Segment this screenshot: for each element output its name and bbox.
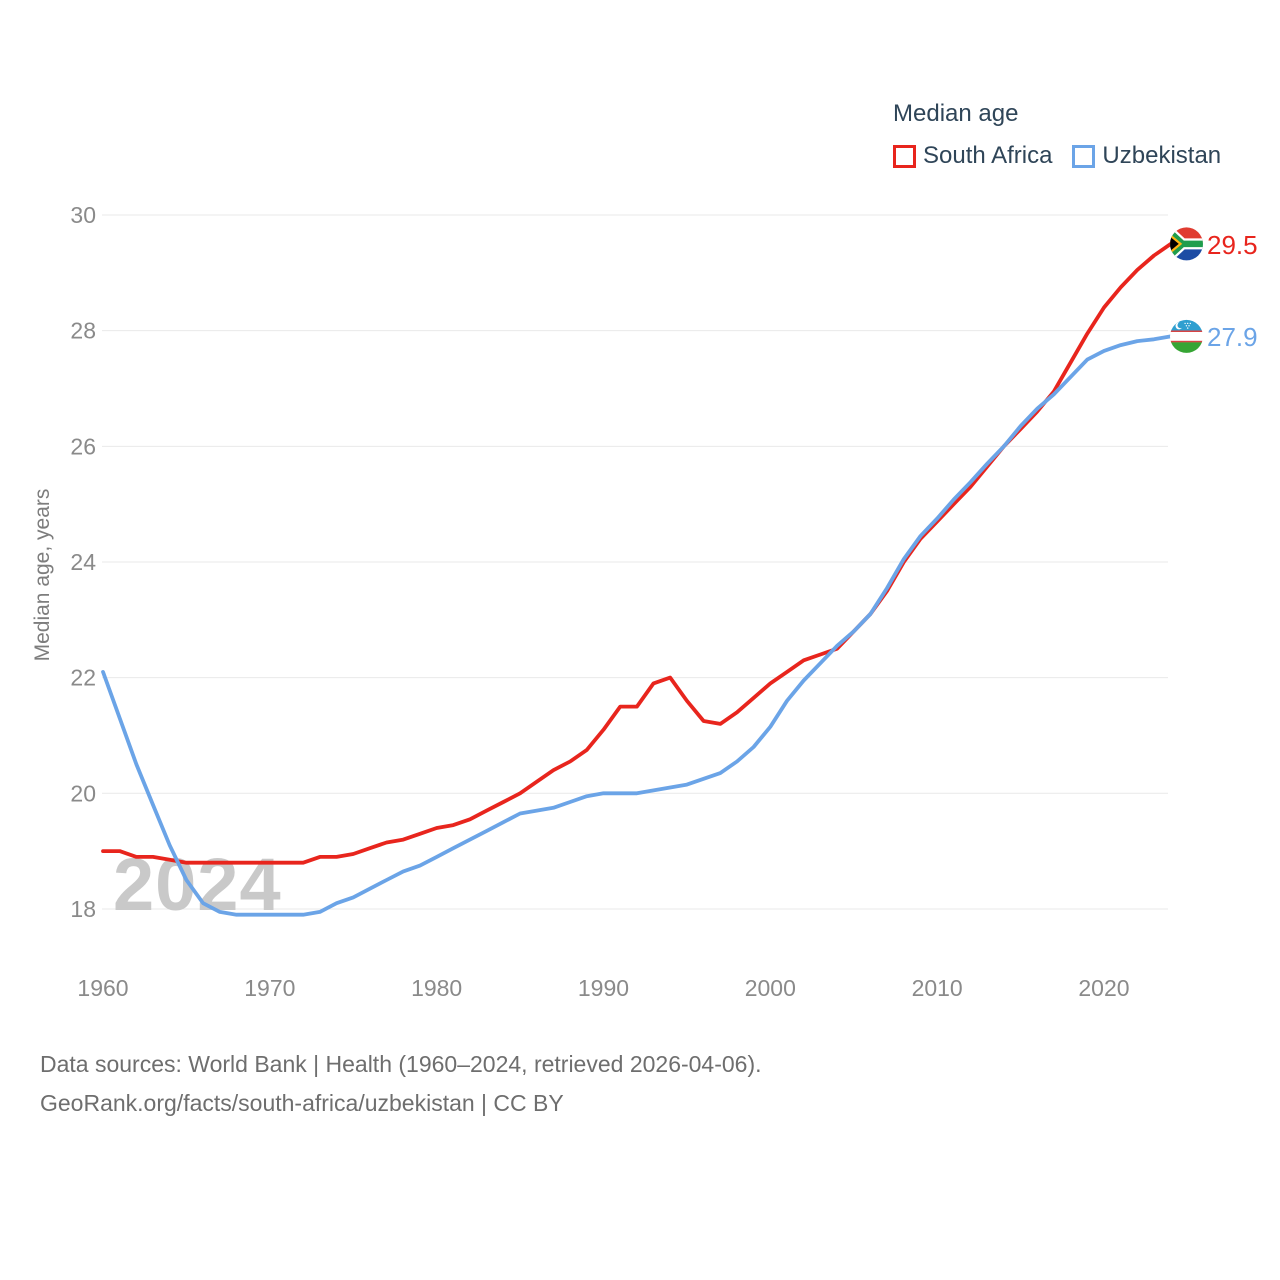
svg-text:20: 20	[70, 780, 96, 806]
legend-swatch-uzbekistan	[1072, 144, 1096, 168]
legend-label-uzbekistan: Uzbekistan	[1102, 142, 1222, 169]
svg-text:18: 18	[70, 896, 96, 922]
svg-text:2000: 2000	[745, 975, 796, 1001]
footer: Data sources: World Bank | Health (1960–…	[40, 1045, 762, 1123]
svg-text:24: 24	[70, 549, 96, 575]
svg-text:2010: 2010	[912, 975, 963, 1001]
svg-text:1960: 1960	[77, 975, 128, 1001]
svg-text:1970: 1970	[244, 975, 295, 1001]
svg-text:1990: 1990	[578, 975, 629, 1001]
svg-text:28: 28	[70, 318, 96, 344]
legend-title: Median age	[893, 100, 1019, 127]
watermark: 2024	[113, 843, 282, 926]
y-axis-title: Median age, years	[31, 488, 54, 662]
legend-swatch-south-africa	[893, 144, 916, 168]
svg-text:1980: 1980	[411, 975, 462, 1001]
uzbekistan-flag-icon	[1170, 319, 1203, 353]
end-value-south-africa: 29.5	[1207, 230, 1258, 260]
end-value-uzbekistan: 27.9	[1207, 322, 1258, 352]
svg-text:30: 30	[70, 202, 96, 228]
svg-text:26: 26	[70, 433, 96, 459]
svg-text:2020: 2020	[1078, 975, 1129, 1001]
svg-text:22: 22	[70, 665, 96, 691]
legend-row: South Africa Uzbekistan	[893, 142, 1221, 170]
legend-item-uzbekistan[interactable]: Uzbekistan	[1072, 142, 1221, 170]
footer-attribution: GeoRank.org/facts/south-africa/uzbekista…	[40, 1090, 564, 1116]
legend-label-south-africa: South Africa	[923, 142, 1053, 169]
legend: Median age South Africa Uzbekistan	[893, 100, 1221, 170]
legend-item-south-africa[interactable]: South Africa	[893, 142, 1052, 170]
south-africa-flag-icon	[1170, 227, 1203, 261]
footer-sources: Data sources: World Bank | Health (1960–…	[40, 1051, 762, 1077]
